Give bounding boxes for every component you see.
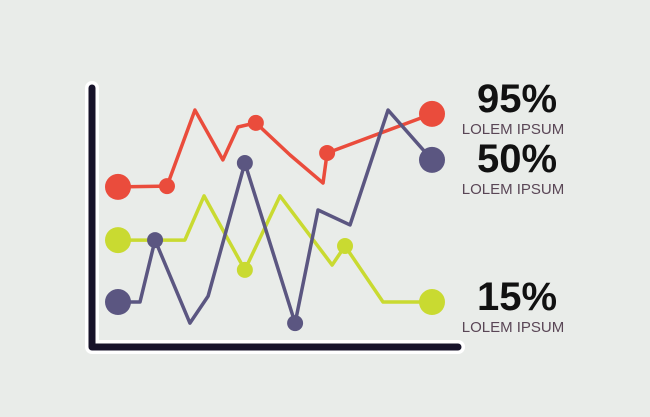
annotation-text: LOLEM IPSUM	[462, 121, 565, 138]
point-marker	[236, 261, 253, 278]
end-marker	[419, 146, 445, 173]
point-marker	[236, 154, 253, 171]
annotation-text: LOLEM IPSUM	[462, 181, 565, 198]
end-marker	[105, 173, 131, 200]
annotation-value: 95%	[477, 77, 557, 121]
point-marker	[319, 144, 336, 161]
end-marker	[105, 289, 131, 316]
point-marker	[158, 178, 175, 195]
point-marker	[147, 232, 164, 249]
annotation-value: 50%	[477, 137, 557, 181]
end-marker	[105, 227, 131, 254]
end-marker	[419, 289, 445, 316]
axis	[88, 84, 462, 351]
point-marker	[247, 114, 264, 131]
point-marker	[287, 315, 304, 332]
series-line	[117, 108, 433, 189]
annotation-text: LOLEM IPSUM	[462, 319, 565, 336]
series-line	[118, 194, 432, 304]
point-marker	[337, 237, 354, 254]
annotation-value: 15%	[477, 275, 557, 319]
end-marker	[419, 100, 445, 127]
